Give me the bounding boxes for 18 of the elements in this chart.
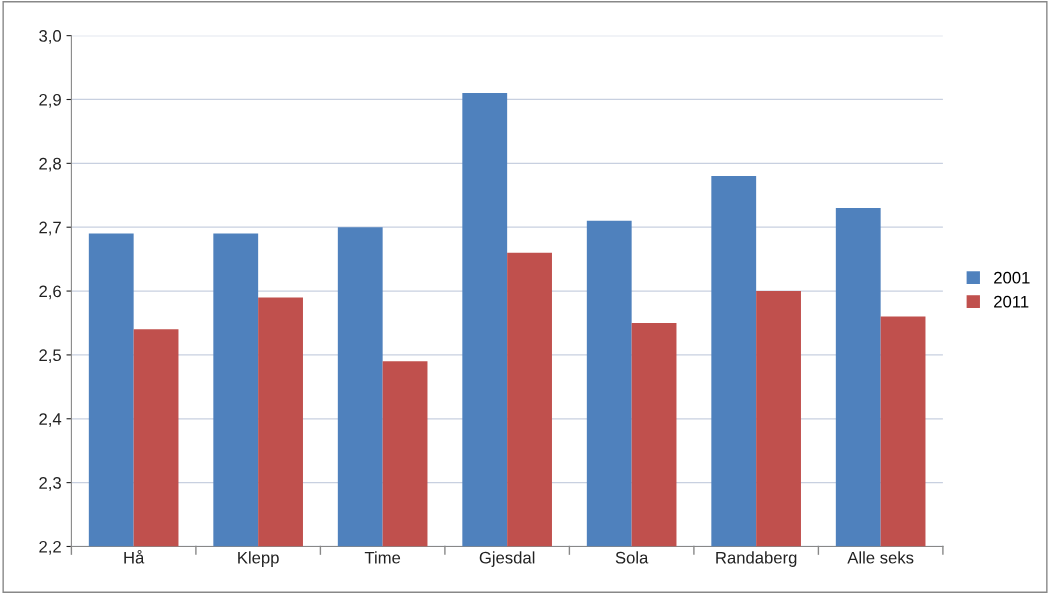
x-tick-label: Hå xyxy=(124,549,145,564)
x-tick-label: Time xyxy=(364,551,401,564)
x-tick-label: Randaberg xyxy=(716,551,797,567)
y-tick-label: 2,3 xyxy=(39,477,61,491)
y-tick-label: 2,9 xyxy=(39,93,61,108)
legend-label: 2001 xyxy=(994,271,1030,284)
x-tick-label: Alle seks xyxy=(847,551,914,564)
y-tick-label: 2,8 xyxy=(39,157,61,172)
y-tick-label: 3,0 xyxy=(39,30,62,44)
y-tick-label: 2,6 xyxy=(39,285,61,300)
y-tick-label: 2,5 xyxy=(39,349,61,364)
legend-label: 2011 xyxy=(994,295,1029,308)
y-tick-label: 2,4 xyxy=(39,413,62,427)
y-tick-label: 2,7 xyxy=(39,221,61,236)
x-tick-label: Sola xyxy=(615,551,649,564)
x-tick-label: Klepp xyxy=(238,551,279,567)
x-tick-label: Gjesdal xyxy=(479,551,535,567)
y-tick-label: 2,2 xyxy=(39,540,61,555)
